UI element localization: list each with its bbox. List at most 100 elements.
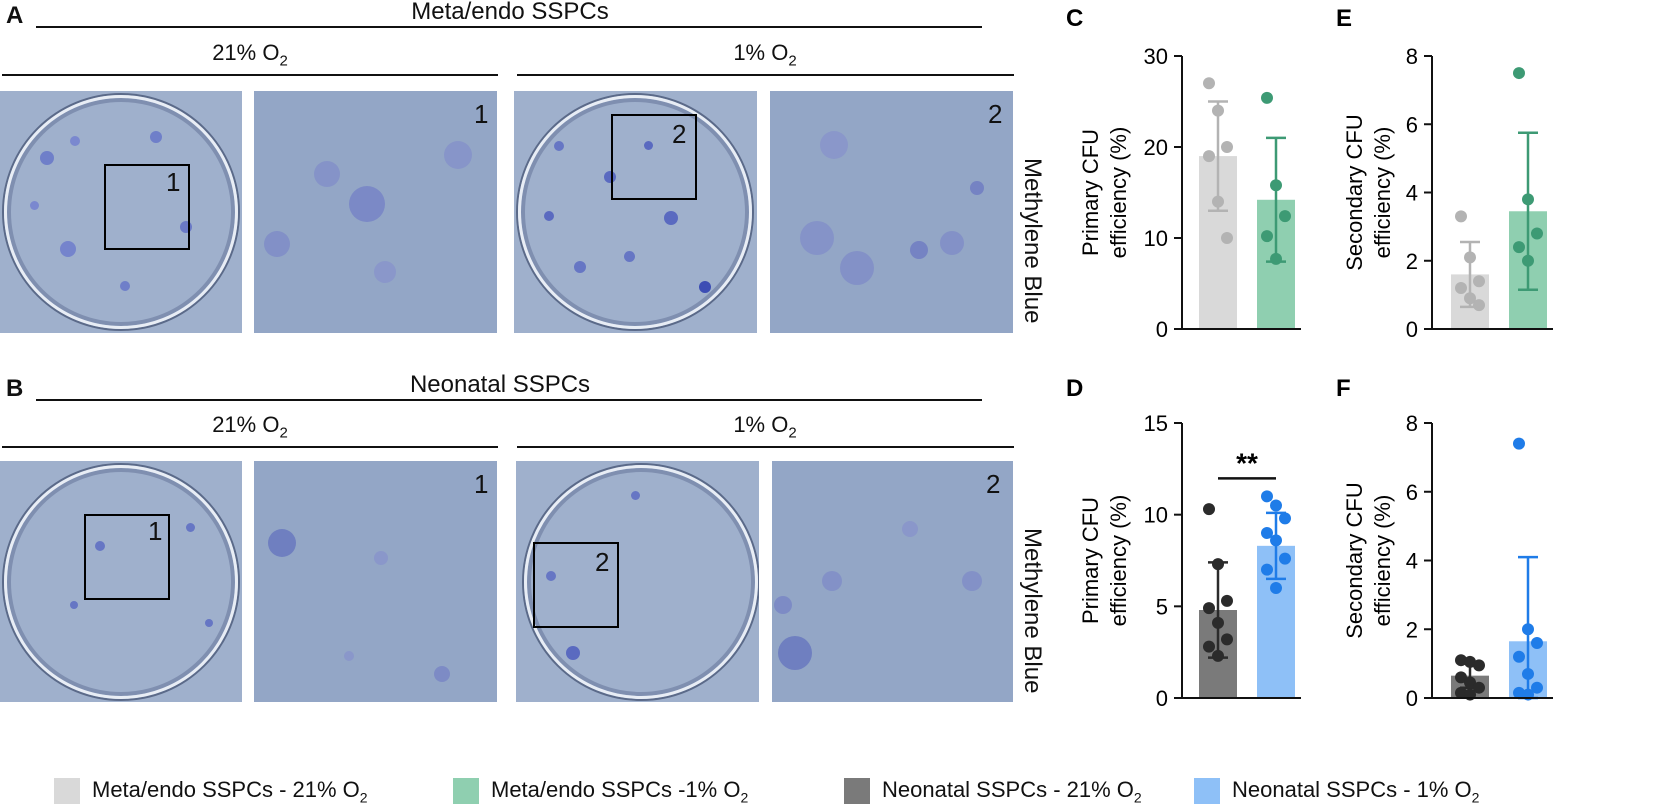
data-point (1464, 676, 1476, 689)
chart-panel-f: F Secondary CFU efficiency (%) 0 2 4 6 8 (1336, 375, 1553, 711)
data-point (1270, 499, 1282, 512)
data-point (1212, 104, 1224, 117)
panel-letter-e: E (1336, 5, 1352, 32)
y-tick-label: 8 (1406, 44, 1418, 69)
y-tick-label: 5 (1156, 594, 1168, 619)
panel-b-cond-1-rule (517, 446, 1014, 448)
legend-swatch (844, 778, 870, 804)
y-axis-label-line2: efficiency (%) (1106, 495, 1131, 627)
data-point (1261, 91, 1273, 104)
y-axis-label-line2: efficiency (%) (1370, 127, 1395, 259)
inset-number-1b: 1 (148, 516, 163, 546)
panel-b-cond-1: 1% O2 (733, 412, 797, 442)
panel-a-title-rule (36, 26, 982, 28)
legend-item-metaendo-21: Meta/endo SSPCs - 21% O2 (54, 776, 368, 806)
legend-item-neonatal-21: Neonatal SSPCs - 21% O2 (844, 776, 1142, 806)
inset-number-1: 1 (166, 167, 181, 197)
panel-letter-b: B (6, 375, 24, 402)
y-tick-label: 30 (1144, 44, 1168, 69)
panel-b-zoom-1: 2 (772, 461, 1013, 702)
data-point (1455, 654, 1467, 667)
y-tick-label: 15 (1144, 411, 1168, 436)
data-point (1212, 649, 1224, 662)
inset-number-2: 2 (672, 119, 687, 149)
data-point (1513, 650, 1525, 663)
y-tick-label: 6 (1406, 112, 1418, 137)
data-point (1473, 299, 1485, 312)
panel-a-zoom-1: 2 (770, 91, 1013, 333)
panel-a-zoom-21: 1 (254, 91, 497, 333)
y-axis-label-line1: Secondary CFU (1342, 114, 1367, 271)
data-point (1270, 534, 1282, 547)
panel-letter-a: A (6, 2, 24, 29)
legend-label: Meta/endo SSPCs -1% O2 (491, 776, 749, 806)
data-point (1522, 667, 1534, 680)
legend: Meta/endo SSPCs - 21% O2 Meta/endo SSPCs… (0, 776, 1654, 808)
data-point (1279, 512, 1291, 525)
data-point (1464, 251, 1476, 264)
data-point (1279, 552, 1291, 565)
inset-box-1b (84, 514, 170, 600)
panel-a-cond-1: 1% O2 (733, 40, 797, 70)
y-axis-label-line1: Primary CFU (1078, 129, 1103, 256)
significance-label: ** (1236, 447, 1258, 478)
y-tick-label: 2 (1406, 617, 1418, 642)
data-point (1261, 563, 1273, 576)
y-tick-label: 8 (1406, 411, 1418, 436)
panel-letter-c: C (1066, 5, 1083, 32)
y-axis-label-line2: efficiency (%) (1106, 127, 1131, 259)
data-point (1270, 179, 1282, 192)
data-point (1203, 602, 1215, 615)
data-point (1212, 195, 1224, 208)
y-axis-label: Primary CFU efficiency (%) (1078, 127, 1131, 259)
data-point (1522, 254, 1534, 267)
data-point (1473, 275, 1485, 288)
panel-b-zoom-21: 1 (254, 461, 497, 702)
chart-panel-d: D Primary CFU efficiency (%) 0 5 10 15 ** (1066, 375, 1301, 711)
data-point (1531, 227, 1543, 240)
panel-a-title: Meta/endo SSPCs (411, 0, 609, 25)
y-tick-label: 0 (1156, 317, 1168, 342)
data-point (1522, 623, 1534, 636)
data-point (1531, 637, 1543, 649)
chart-panel-e: E Secondary CFU efficiency (%) 0 2 4 6 8 (1336, 5, 1553, 342)
y-tick-label: 20 (1144, 135, 1168, 160)
data-point (1455, 671, 1467, 684)
data-point (1455, 282, 1467, 295)
panel-b-title-rule (36, 399, 982, 401)
y-axis-label: Secondary CFU efficiency (%) (1342, 482, 1395, 639)
panel-a-cond-21: 21% O2 (212, 40, 288, 70)
data-point (1464, 655, 1476, 668)
data-point (1221, 232, 1233, 244)
data-point (1221, 633, 1233, 646)
data-point (1279, 210, 1291, 223)
data-point (1270, 252, 1282, 265)
inset-box-2b (533, 542, 619, 628)
legend-swatch (453, 778, 479, 804)
zoom-number-1: 1 (474, 99, 489, 129)
panel-b-dish-21: 1 (0, 461, 242, 702)
data-point (1531, 681, 1543, 694)
data-point (1203, 640, 1215, 653)
data-point (1221, 141, 1233, 153)
data-point (1513, 241, 1525, 254)
legend-label: Meta/endo SSPCs - 21% O2 (92, 776, 368, 806)
panel-b-cond-21: 21% O2 (212, 412, 288, 442)
data-point (1473, 681, 1485, 694)
data-point (1455, 686, 1467, 699)
legend-label: Neonatal SSPCs - 1% O2 (1232, 776, 1480, 806)
data-point (1513, 686, 1525, 699)
y-tick-label: 2 (1406, 249, 1418, 274)
panel-a-dish-1: 2 (514, 91, 757, 333)
data-point (1513, 67, 1525, 80)
data-point (1203, 150, 1215, 163)
panel-a-dish-21: 1 (0, 91, 242, 333)
data-point (1270, 582, 1282, 594)
data-point (1261, 230, 1273, 243)
data-point (1522, 193, 1534, 206)
panel-a-cond-21-rule (2, 74, 498, 76)
data-point (1513, 437, 1525, 450)
data-point (1473, 659, 1485, 672)
zoom-number-2: 2 (988, 99, 1003, 129)
